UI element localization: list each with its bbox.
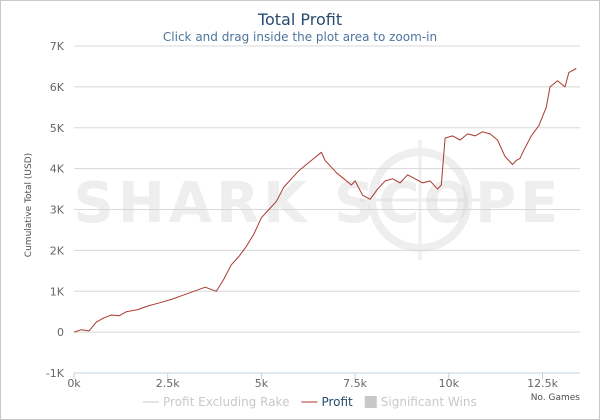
x-tick-label: 7.5k (343, 377, 367, 390)
series-line-profit[interactable] (73, 68, 577, 333)
chart-subtitle: Click and drag inside the plot area to z… (163, 30, 437, 44)
legend-item[interactable]: Significant Wins (364, 395, 477, 409)
x-tick-label: 2.5k (156, 377, 180, 390)
x-tick-label: 0k (67, 377, 81, 390)
watermark-crosshair-icon (360, 140, 480, 260)
x-axis-ticks: 0k 2.5k 5k 7.5k 10k 12.5k (67, 373, 559, 390)
legend-label: Significant Wins (381, 395, 477, 409)
y-tick-label: 7K (50, 40, 65, 53)
grid-lines (74, 45, 580, 374)
x-tick-label: 10k (439, 377, 460, 390)
x-tick-label: 5k (255, 377, 269, 390)
legend-item[interactable]: Profit Excluding Rake (143, 395, 289, 409)
legend-item[interactable]: Profit (301, 395, 353, 409)
y-tick-label: 2K (50, 244, 65, 257)
chart-title: Total Profit (257, 10, 342, 29)
y-axis-ticks: -1K 0 1K 2K 3K 4K 5K 6K 7K (46, 40, 65, 380)
y-tick-label: 1K (50, 285, 65, 298)
legend-label: Profit (321, 395, 353, 409)
series-layer (73, 68, 577, 333)
y-axis-label: Cumulative Total (USD) (24, 153, 34, 257)
watermark-layer: SHARK SCOPE (74, 140, 563, 260)
legend: Profit Excluding Rake Profit Significant W… (143, 395, 477, 409)
x-tick-label: 12.5k (527, 377, 558, 390)
y-tick-label: 3K (50, 204, 65, 217)
y-tick-label: 4K (50, 163, 65, 176)
watermark-text: SHARK SCOPE (74, 171, 563, 236)
y-tick-label: 6K (50, 81, 65, 94)
legend-label: Profit Excluding Rake (163, 395, 289, 409)
y-tick-label: -1K (46, 367, 65, 380)
y-tick-label: 0 (57, 326, 64, 339)
x-axis-label: No. Games (531, 393, 581, 403)
legend-box-icon (364, 396, 377, 408)
y-tick-label: 5K (50, 122, 65, 135)
